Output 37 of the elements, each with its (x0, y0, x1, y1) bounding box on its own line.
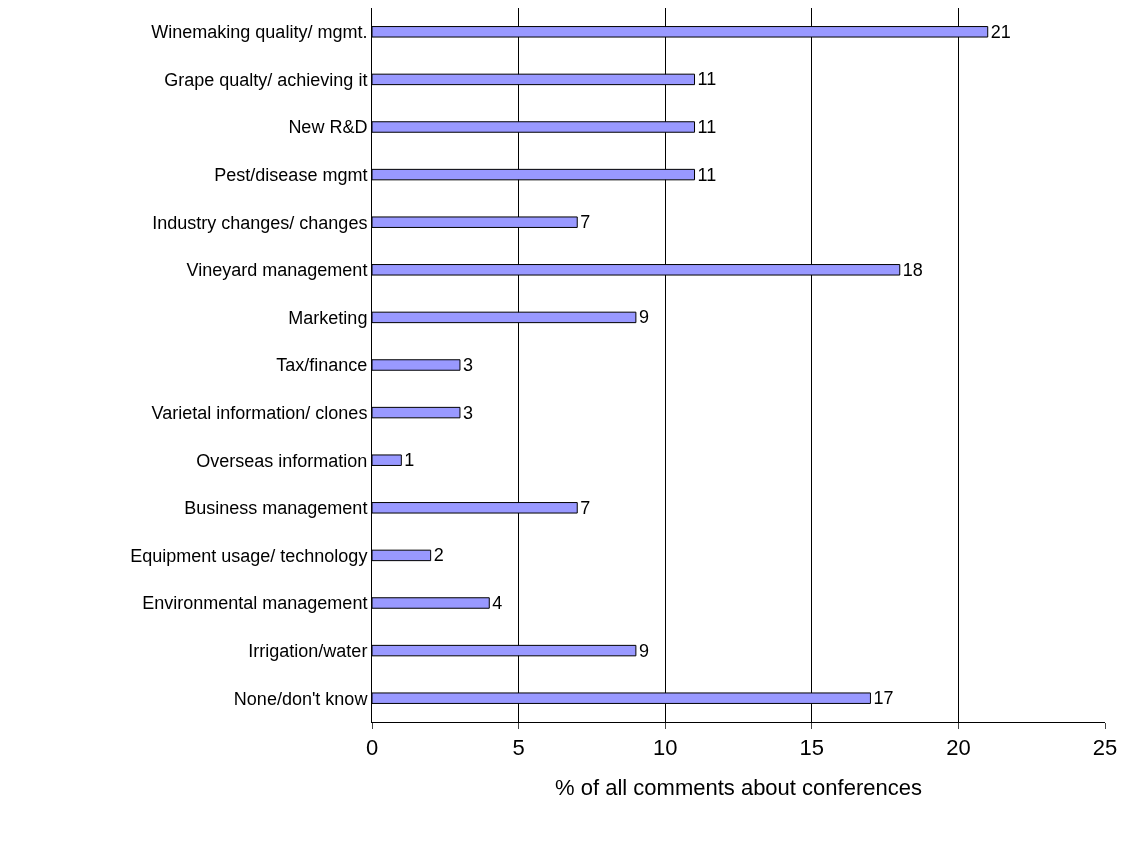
x-tick-label: 15 (799, 735, 825, 761)
y-tick-label: Pest/disease mgmt (214, 164, 368, 185)
data-label: 17 (873, 688, 894, 709)
data-label: 7 (580, 497, 591, 518)
data-label: 7 (580, 212, 591, 233)
x-axis-title: % of all comments about conferences (555, 775, 922, 801)
x-tick-label: 0 (365, 735, 379, 761)
y-tick-label: Industry changes/ changes (152, 212, 368, 233)
y-tick-label: Marketing (288, 307, 368, 328)
y-tick-label: Winemaking quality/ mgmt. (151, 22, 368, 43)
y-tick-label: None/don't know (233, 688, 369, 709)
y-tick-label: Grape qualty/ achieving it (164, 69, 368, 90)
data-label: 3 (462, 355, 473, 375)
y-tick-label: Overseas information (196, 450, 368, 471)
y-tick-label: Environmental management (142, 593, 368, 614)
x-tick-label: 10 (652, 735, 678, 761)
data-label: 18 (902, 259, 923, 280)
data-label: 1 (404, 450, 415, 471)
y-tick-label: Business management (184, 498, 368, 519)
data-label: 21 (990, 21, 1011, 42)
y-tick-label: Tax/finance (276, 355, 368, 376)
data-label: 3 (462, 402, 473, 423)
x-tick-label: 5 (512, 735, 525, 761)
data-label: 2 (433, 545, 444, 566)
data-label: 9 (638, 307, 649, 328)
data-label: 11 (697, 164, 717, 185)
data-label: 9 (638, 640, 649, 661)
data-label: 4 (492, 593, 503, 613)
x-tick-label: 25 (1092, 735, 1118, 761)
y-tick-label: New R&D (288, 117, 368, 138)
data-label: 11 (697, 117, 717, 137)
y-tick-label: Equipment usage/ technology (130, 545, 368, 566)
y-tick-label: Vineyard management (186, 260, 368, 281)
y-tick-label: Varietal information/ clones (151, 402, 368, 423)
x-tick-label: 20 (946, 735, 971, 761)
y-tick-label: Irrigation/water (248, 640, 368, 661)
data-label: 11 (697, 69, 717, 90)
